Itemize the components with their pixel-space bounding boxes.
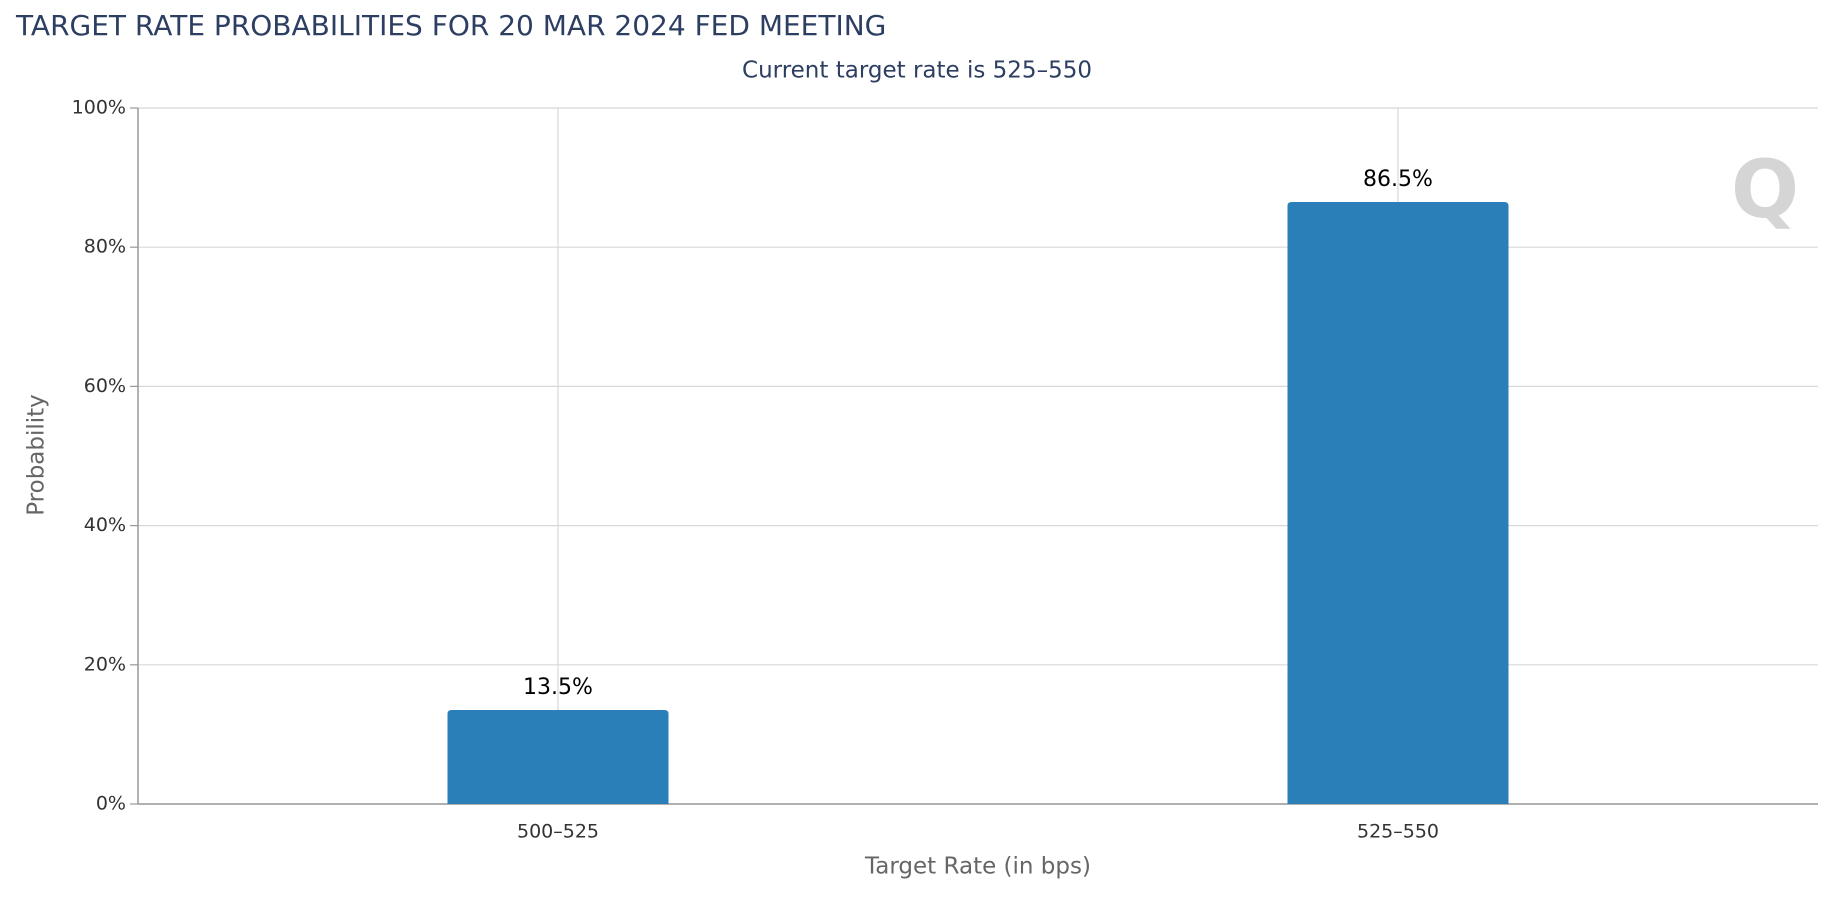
y-tick-label: 0%: [96, 793, 126, 815]
data-label: 13.5%: [523, 675, 593, 700]
watermark-logo: Q: [1731, 143, 1799, 236]
x-tick-label: 525–550: [1357, 821, 1439, 843]
y-tick-label: 100%: [72, 97, 126, 119]
x-tick-label: 500–525: [517, 821, 599, 843]
y-tick-label: 40%: [84, 514, 126, 536]
watermark: Q: [1731, 143, 1799, 236]
bar: [1287, 201, 1509, 804]
y-tick-label: 20%: [84, 653, 126, 675]
y-tick-label: 60%: [84, 375, 126, 397]
y-axis-label: Probability: [24, 394, 50, 516]
x-axis-label: Target Rate (in bps): [864, 854, 1091, 880]
bar: [447, 710, 669, 804]
y-tick-label: 80%: [84, 236, 126, 258]
chart-title: TARGET RATE PROBABILITIES FOR 20 MAR 202…: [15, 9, 886, 42]
chart-subtitle: Current target rate is 525–550: [742, 58, 1092, 84]
data-label: 86.5%: [1363, 167, 1433, 192]
